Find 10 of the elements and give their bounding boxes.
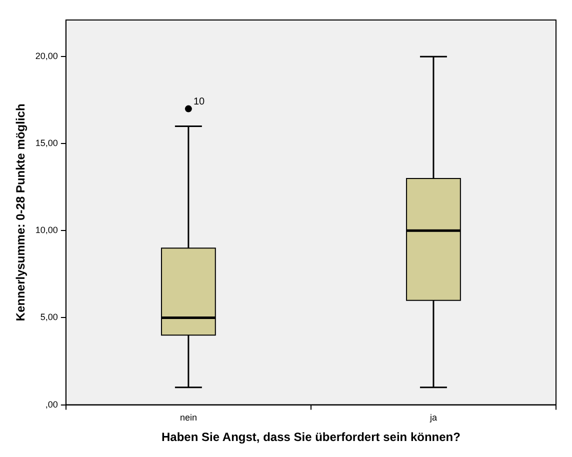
y-axis-title: Kennerlysumme: 0-28 Punkte möglich [14,104,28,322]
x-tick-label: ja [428,412,437,423]
x-axis-title: Haben Sie Angst, dass Sie überfordert sein können? [161,430,460,444]
annotation: 10 [193,96,206,108]
y-tick-label: 15,00 [35,138,58,148]
x-tick-label: nein [180,412,197,423]
y-tick-label: 5,00 [40,312,58,322]
y-tick-label: 10,00 [35,225,58,236]
y-tick-label: ,00 [45,399,58,410]
y-tick-label: 20,00 [35,51,58,62]
